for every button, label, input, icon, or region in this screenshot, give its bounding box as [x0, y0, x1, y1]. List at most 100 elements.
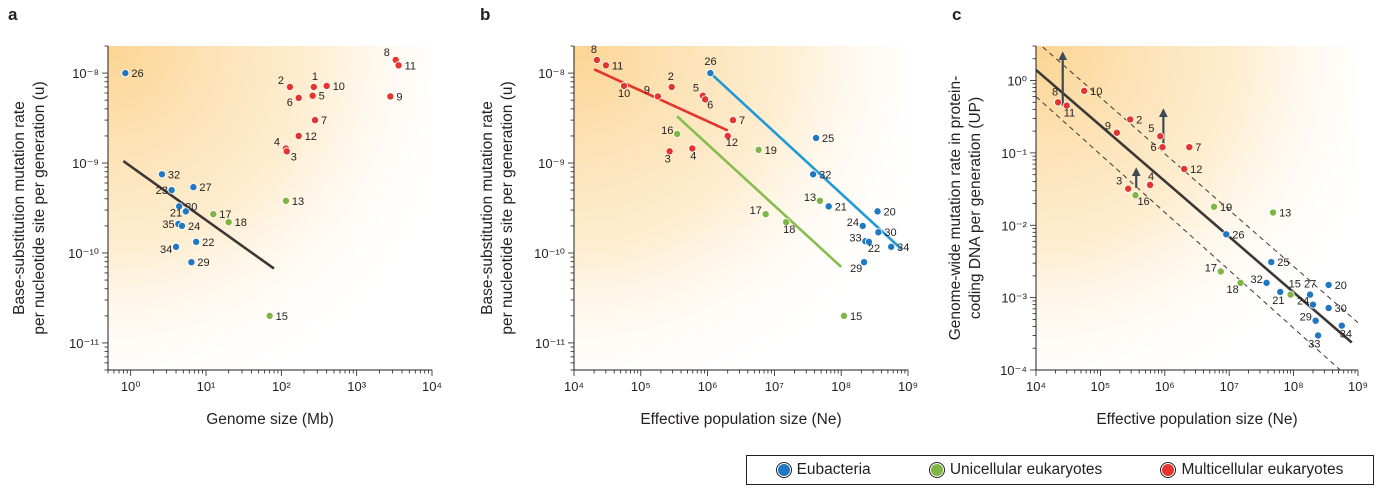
point-label: 29 [850, 263, 862, 275]
legend-item-eubacteria: Eubacteria [776, 461, 871, 479]
data-point [673, 130, 682, 139]
data-point [1236, 278, 1245, 287]
legend: Eubacteria Unicellular eukaryotes Multic… [746, 455, 1374, 485]
point-label: 4 [274, 137, 280, 149]
data-point [1222, 230, 1231, 239]
data-point [653, 92, 662, 101]
data-point [189, 183, 198, 192]
point-label: 25 [822, 133, 834, 145]
data-point [175, 202, 184, 211]
legend-dot-unicellular [929, 463, 944, 477]
plot-background [108, 46, 432, 370]
point-label: 32 [1251, 274, 1263, 286]
x-tick-label: 10⁷ [765, 379, 784, 394]
point-label: 22 [868, 243, 880, 255]
data-point [701, 95, 710, 104]
point-label: 9 [644, 84, 650, 96]
point-label: 18 [783, 224, 795, 236]
point-label: 11 [1064, 108, 1075, 120]
y-tick-label: 10⁻³ [1001, 291, 1027, 306]
point-label: 2 [1136, 114, 1142, 126]
data-point [265, 311, 274, 320]
point-label: 26 [1232, 229, 1244, 241]
y-tick-label: 10⁻¹¹ [69, 336, 100, 351]
x-tick-label: 10⁷ [1220, 379, 1239, 394]
point-label: 24 [188, 221, 200, 233]
point-label: 4 [1148, 171, 1154, 183]
x-tick-label: 10⁵ [631, 379, 651, 394]
x-tick-label: 10⁸ [831, 379, 851, 394]
point-label: 22 [202, 237, 214, 249]
panel-c: 10⁴ 10⁵ 10⁶ 10⁷ 10⁸ 10⁹ 10⁻⁴ 10⁻³ 10⁻² 10⁻¹ 10⁰ Eff… [947, 45, 1368, 428]
point-label: 30 [884, 227, 896, 239]
point-label: 21 [835, 201, 847, 213]
point-label: 23 [156, 185, 168, 197]
x-tick-label: 10⁶ [698, 379, 718, 394]
data-point [294, 93, 303, 102]
data-point [1185, 143, 1194, 152]
point-label: 5 [1148, 123, 1154, 135]
data-point [224, 218, 233, 227]
data-point [1308, 300, 1317, 309]
data-point [839, 311, 848, 320]
data-point [754, 145, 763, 154]
point-label: 27 [1304, 279, 1316, 291]
x-axis-title: Genome size (Mb) [206, 411, 333, 428]
data-point [601, 61, 610, 70]
point-label: 24 [1297, 296, 1309, 308]
point-label: 19 [765, 145, 777, 157]
point-label: 11 [612, 60, 623, 72]
legend-item-unicellular: Unicellular eukaryotes [929, 461, 1102, 479]
data-point [394, 61, 403, 70]
y-axis-title: Base-substitution mutation rate per nucle… [479, 81, 516, 334]
y-tick-label: 10⁻⁹ [538, 156, 565, 171]
point-label: 12 [305, 131, 317, 143]
point-label: 21 [170, 207, 182, 219]
data-point [1267, 258, 1276, 267]
point-label: 12 [726, 137, 738, 149]
data-point [1112, 128, 1121, 137]
data-point [619, 81, 628, 90]
data-point [1286, 290, 1295, 299]
data-point [1126, 115, 1135, 124]
y-axis-title: Genome-wide mutation rate in protein-cod… [947, 76, 984, 341]
x-axis-title: Effective population size (Ne) [640, 411, 841, 428]
data-point [815, 196, 824, 205]
data-point [167, 186, 176, 195]
data-point [592, 55, 601, 64]
x-tick-label: 10¹ [197, 379, 216, 394]
y-tick-label: 10⁻¹¹ [535, 336, 566, 351]
point-label: 16 [1137, 196, 1149, 208]
data-point [1124, 184, 1133, 193]
point-label: 7 [1195, 142, 1201, 154]
data-point [1146, 181, 1155, 190]
y-axis-title-line: per nucleotide site per generation (u) [499, 81, 516, 334]
point-label: 2 [668, 71, 674, 83]
fit-line [1035, 68, 1353, 344]
data-point [1209, 202, 1218, 211]
point-label: 5 [319, 91, 325, 103]
data-point [1131, 191, 1140, 200]
x-axis-title: Effective population size (Ne) [1096, 411, 1297, 428]
point-label: 10 [1090, 86, 1102, 98]
point-label: 1 [312, 71, 318, 83]
point-label: 12 [1190, 164, 1202, 176]
data-point [858, 221, 867, 230]
data-point [1276, 287, 1285, 296]
x-tick-label: 10⁴ [422, 379, 442, 394]
y-tick-label: 10⁻¹⁰ [534, 246, 565, 261]
x-tick-label: 10⁸ [1284, 379, 1304, 394]
data-point [121, 69, 130, 78]
point-label: 15 [276, 311, 288, 323]
panel-a: 10⁰ 10¹ 10² 10³ 10⁴ 10⁻¹¹ 10⁻¹⁰ 10⁻⁹ 10⁻⁸ Genome … [11, 45, 442, 428]
point-label: 9 [1105, 121, 1111, 133]
point-label: 19 [1220, 202, 1232, 214]
legend-dot-eubacteria [776, 463, 791, 477]
x-tick-label: 10⁴ [564, 379, 584, 394]
point-label: 35 [162, 219, 174, 231]
data-point [177, 221, 186, 230]
y-tick-label: 10⁻⁸ [538, 66, 565, 81]
data-point [1314, 331, 1323, 340]
data-point [874, 228, 883, 237]
